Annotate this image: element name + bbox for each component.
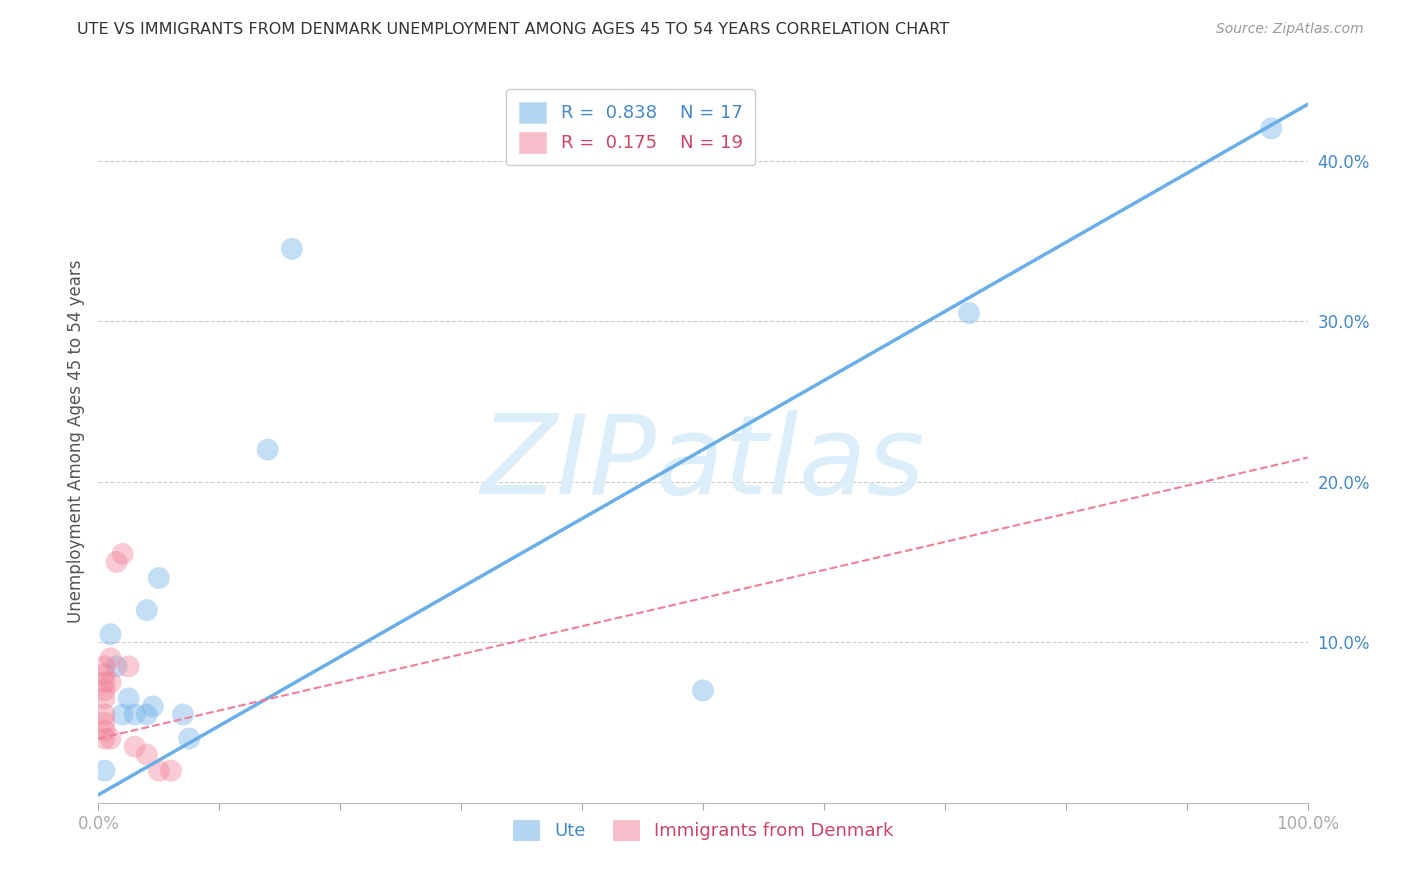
Point bbox=[100, 731, 122, 746]
Point bbox=[148, 571, 170, 585]
Point bbox=[172, 707, 194, 722]
Point bbox=[118, 691, 141, 706]
Point bbox=[105, 555, 128, 569]
Point bbox=[93, 723, 115, 738]
Legend: Ute, Immigrants from Denmark: Ute, Immigrants from Denmark bbox=[502, 809, 904, 852]
Text: Source: ZipAtlas.com: Source: ZipAtlas.com bbox=[1216, 22, 1364, 37]
Text: UTE VS IMMIGRANTS FROM DENMARK UNEMPLOYMENT AMONG AGES 45 TO 54 YEARS CORRELATIO: UTE VS IMMIGRANTS FROM DENMARK UNEMPLOYM… bbox=[77, 22, 949, 37]
Point bbox=[135, 707, 157, 722]
Point bbox=[135, 747, 157, 762]
Point bbox=[93, 764, 115, 778]
Point bbox=[100, 675, 122, 690]
Point bbox=[93, 683, 115, 698]
Point bbox=[281, 242, 304, 256]
Point bbox=[111, 547, 134, 561]
Point bbox=[142, 699, 165, 714]
Point bbox=[256, 442, 278, 457]
Point bbox=[160, 764, 183, 778]
Point bbox=[93, 659, 115, 673]
Point bbox=[118, 659, 141, 673]
Point bbox=[111, 707, 134, 722]
Point bbox=[93, 667, 115, 681]
Point bbox=[100, 627, 122, 641]
Point bbox=[148, 764, 170, 778]
Point bbox=[93, 715, 115, 730]
Point bbox=[124, 739, 146, 754]
Point bbox=[692, 683, 714, 698]
Point bbox=[135, 603, 157, 617]
Y-axis label: Unemployment Among Ages 45 to 54 years: Unemployment Among Ages 45 to 54 years bbox=[66, 260, 84, 624]
Point bbox=[1260, 121, 1282, 136]
Point bbox=[93, 691, 115, 706]
Point bbox=[93, 675, 115, 690]
Point bbox=[93, 707, 115, 722]
Point bbox=[124, 707, 146, 722]
Point bbox=[93, 731, 115, 746]
Point bbox=[957, 306, 980, 320]
Point bbox=[179, 731, 201, 746]
Point bbox=[100, 651, 122, 665]
Point bbox=[105, 659, 128, 673]
Text: ZIPatlas: ZIPatlas bbox=[481, 409, 925, 516]
